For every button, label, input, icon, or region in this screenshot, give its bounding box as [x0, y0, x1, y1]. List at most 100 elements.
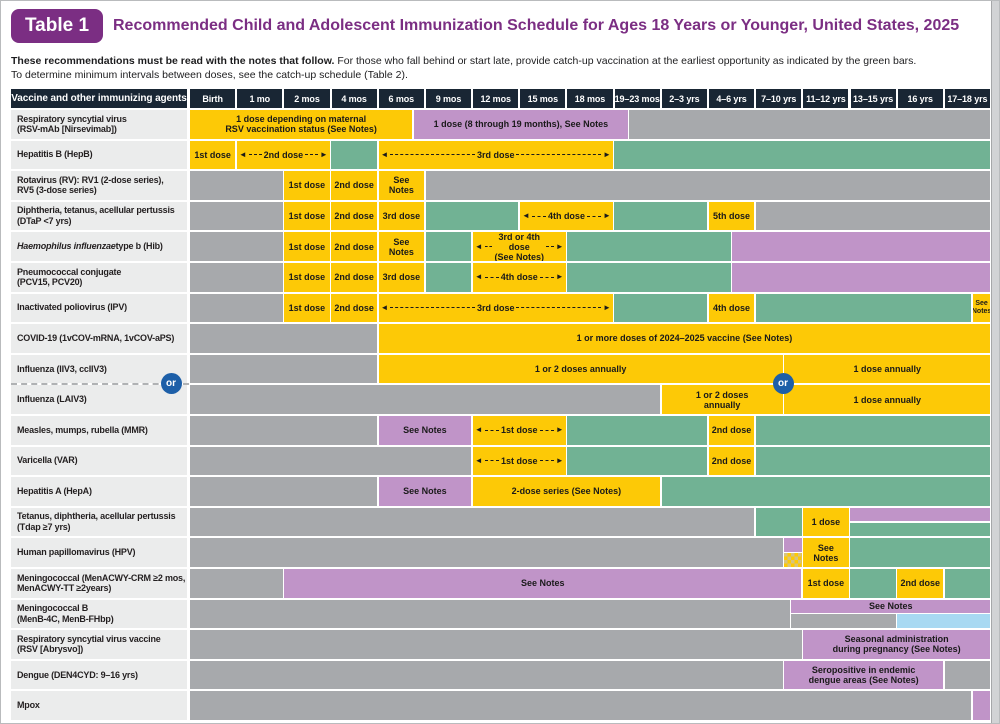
age-column-header: 4–6 yrs — [708, 89, 755, 108]
arrow-right-icon: ► — [555, 455, 564, 465]
arrow-right-icon: ► — [555, 272, 564, 282]
schedule-cell — [614, 140, 991, 170]
schedule-cell — [189, 171, 283, 200]
age-column-header: 15 mos — [520, 89, 566, 108]
schedule-cell: See Notes — [791, 599, 991, 613]
schedule-cell — [189, 507, 755, 537]
age-column-header: 4 mos — [331, 89, 377, 108]
schedule-cell: See Notes — [378, 477, 472, 506]
schedule-cell: See Notes — [284, 569, 802, 598]
dashed-line — [586, 215, 601, 217]
schedule-cell: See Notes — [803, 538, 849, 567]
schedule-cell: 1 dose — [803, 507, 849, 537]
age-column-header: 17–18 yrs — [944, 89, 990, 108]
dashed-line — [539, 276, 554, 278]
schedule-cell — [791, 614, 896, 629]
page-title: Recommended Child and Adolescent Immuniz… — [113, 17, 960, 34]
schedule-cell — [425, 171, 991, 200]
schedule-cell: 1st dose — [189, 140, 236, 170]
schedule-cell: Seropositive in endemic dengue areas (Se… — [784, 660, 944, 690]
schedule-cell — [944, 660, 991, 690]
schedule-cell: 2nd dose — [708, 416, 755, 445]
arrow-right-icon: ► — [602, 211, 611, 221]
age-column-header: 2–3 yrs — [661, 89, 707, 108]
schedule-cell: 2nd dose — [331, 293, 377, 323]
vaccine-label: Meningococcal B (MenB-4C, MenB-FHbp) — [11, 599, 187, 629]
schedule-cell — [732, 232, 991, 261]
age-column-header: Birth — [190, 89, 236, 108]
dashed-line — [484, 429, 499, 431]
age-column-header: 13–15 yrs — [850, 89, 896, 108]
vaccine-label: Human papillomavirus (HPV) — [11, 538, 187, 567]
vaccine-label: Dengue (DEN4CYD: 9–16 yrs) — [11, 660, 187, 690]
schedule-cell — [189, 201, 283, 231]
schedule-cell: 2nd dose — [708, 446, 755, 476]
arrow-left-icon: ◄ — [380, 302, 389, 312]
schedule-cell: 1st dose — [284, 171, 330, 200]
schedule-cell — [850, 522, 991, 537]
intro-line1: These recommendations must be read with … — [11, 55, 916, 69]
schedule-cell — [972, 691, 991, 720]
arrow-right-icon: ► — [555, 241, 564, 251]
vaccine-label: Inactivated poliovirus (IPV) — [11, 293, 187, 323]
schedule-cell: ◄ 4th dose ► — [472, 263, 566, 292]
dose-text: 1st dose — [500, 425, 538, 436]
schedule-cell: See Notes — [378, 171, 425, 200]
schedule-cell — [755, 446, 991, 476]
schedule-cell — [784, 553, 802, 567]
schedule-cell — [567, 263, 731, 292]
schedule-cell — [189, 232, 283, 261]
vaccine-label: Meningococcal (MenACWY-CRM ≥2 mos, MenAC… — [11, 569, 187, 598]
schedule-cell: ◄ 1st dose ► — [472, 416, 566, 445]
vaccine-label: Tetanus, diphtheria, acellular pertussis… — [11, 507, 187, 537]
schedule-cell — [189, 660, 783, 690]
dashed-line — [539, 460, 554, 462]
arrow-left-icon: ◄ — [474, 425, 483, 435]
schedule-cell — [331, 140, 377, 170]
schedule-cell: 2-dose series (See Notes) — [472, 477, 660, 506]
schedule-cell: ◄ 3rd or 4th dose (See Notes) ► — [472, 232, 566, 261]
dose-text: 3rd or 4th dose (See Notes) — [494, 232, 544, 261]
age-column-header: 1 mo — [237, 89, 283, 108]
schedule-cell — [755, 416, 991, 445]
schedule-cell: 2nd dose — [331, 263, 377, 292]
schedule-cell — [755, 293, 972, 323]
dose-text: 4th dose — [547, 211, 585, 222]
or-divider-line — [189, 382, 991, 385]
arrow-left-icon: ◄ — [474, 272, 483, 282]
or-badge: or — [772, 373, 794, 395]
schedule-cell — [189, 416, 377, 445]
schedule-cell — [189, 569, 283, 598]
dashed-line — [484, 246, 493, 248]
schedule-cell: 1st dose — [284, 263, 330, 292]
arrow-left-icon: ◄ — [474, 241, 483, 251]
age-column-header: 6 mos — [378, 89, 424, 108]
dashed-line — [248, 154, 262, 156]
dashed-line — [390, 307, 475, 309]
dashed-line — [531, 215, 546, 217]
or-badge: or — [160, 373, 182, 395]
schedule-cell — [189, 538, 783, 567]
schedule-cell — [567, 446, 708, 476]
arrow-right-icon: ► — [602, 302, 611, 312]
arrow-left-icon: ◄ — [238, 149, 247, 159]
vaccine-label: Influenza (IIV3, ccIIV3) — [11, 354, 187, 384]
arrow-right-icon: ► — [555, 425, 564, 435]
dose-text: 2nd dose — [263, 149, 304, 160]
schedule-cell: 2nd dose — [331, 201, 377, 231]
schedule-cell — [897, 614, 991, 629]
dashed-line — [390, 154, 475, 156]
schedule-cell — [189, 599, 790, 629]
schedule-cell — [850, 507, 991, 521]
dose-text: 3rd dose — [476, 149, 515, 160]
schedule-cell — [614, 201, 708, 231]
arrow-left-icon: ◄ — [474, 455, 483, 465]
or-divider-line — [11, 382, 189, 385]
schedule-cell — [189, 477, 377, 506]
dashed-line — [305, 154, 318, 156]
age-column-header: 19–23 mos — [614, 89, 660, 108]
page-right-edge — [991, 1, 999, 723]
dashed-line — [539, 429, 554, 431]
schedule-cell: ◄ 3rd dose ► — [378, 140, 613, 170]
age-column-header: 12 mos — [473, 89, 519, 108]
